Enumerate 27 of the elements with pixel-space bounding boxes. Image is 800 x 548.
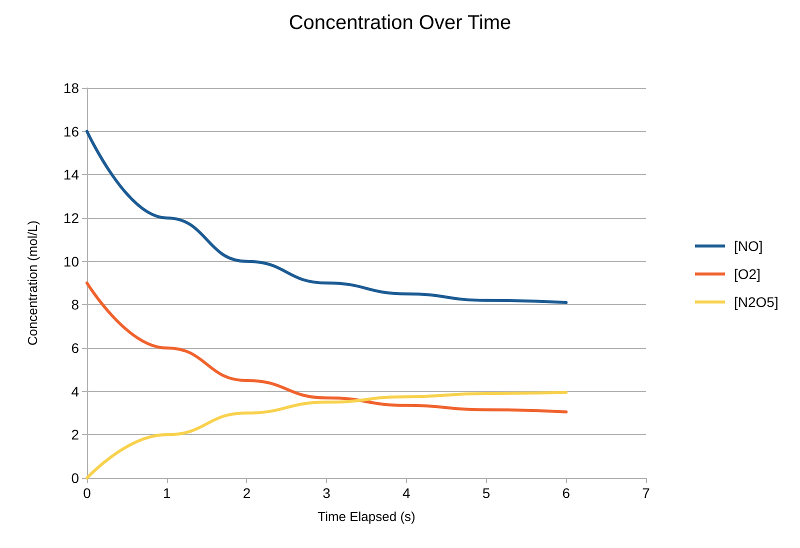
x-tick-label: 1 xyxy=(162,485,171,501)
y-tick-label: 4 xyxy=(71,383,80,400)
x-tick-label: 6 xyxy=(562,485,570,501)
line-series xyxy=(86,282,568,414)
line-series xyxy=(86,130,568,304)
y-tick-label: 18 xyxy=(63,80,80,96)
x-tick-label: 7 xyxy=(642,485,650,501)
x-tick-label: 3 xyxy=(322,485,331,501)
y-tick-label: 8 xyxy=(71,296,80,313)
x-axis-title: Time Elapsed (s) xyxy=(318,509,416,524)
x-tick-label: 4 xyxy=(402,485,411,501)
y-tick-label: 16 xyxy=(63,123,80,140)
y-tick-label: 10 xyxy=(63,253,80,270)
line-series xyxy=(86,390,568,480)
legend-label: [N2O5] xyxy=(734,294,778,310)
chart-title: Concentration Over Time xyxy=(288,12,512,34)
x-tick-label: 0 xyxy=(83,485,92,501)
legend-label: [NO] xyxy=(734,238,763,254)
y-tick-label: 0 xyxy=(71,470,80,486)
y-tick-label: 2 xyxy=(71,426,80,443)
y-tick-label: 12 xyxy=(63,210,80,226)
x-tick-label: 2 xyxy=(242,485,251,501)
y-tick-label: 6 xyxy=(71,340,80,356)
y-tick-label: 14 xyxy=(63,166,80,183)
y-axis-title: Concentration (mol/L) xyxy=(25,220,40,346)
legend-label: [O2] xyxy=(734,266,760,282)
x-tick-label: 5 xyxy=(482,485,490,501)
